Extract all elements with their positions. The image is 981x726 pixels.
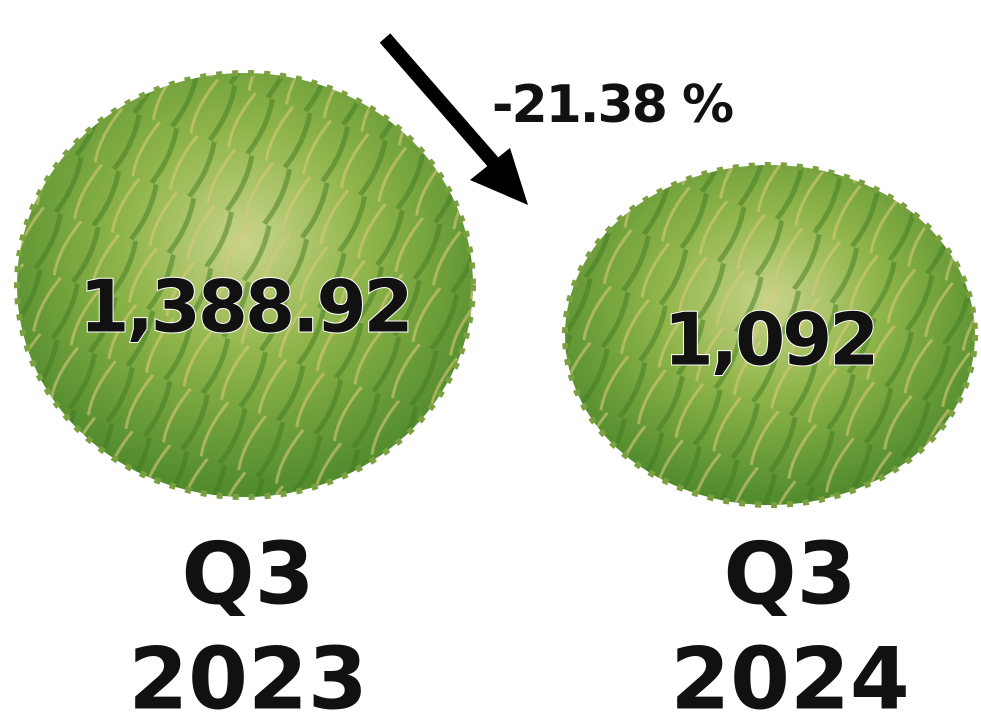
value-label: 1,388.92 [79, 265, 410, 349]
value-label: 1,092 [664, 298, 877, 382]
quarter-label: Q3 [182, 524, 315, 624]
quarter-label: Q3 [724, 524, 857, 624]
infographic: -21.38 % 1,388.92 1,092 Q3 2023 Q3 2024 [0, 0, 981, 726]
year-label: 2024 [670, 629, 909, 726]
change-label: -21.38 % [492, 75, 733, 135]
year-label: 2023 [128, 629, 367, 726]
